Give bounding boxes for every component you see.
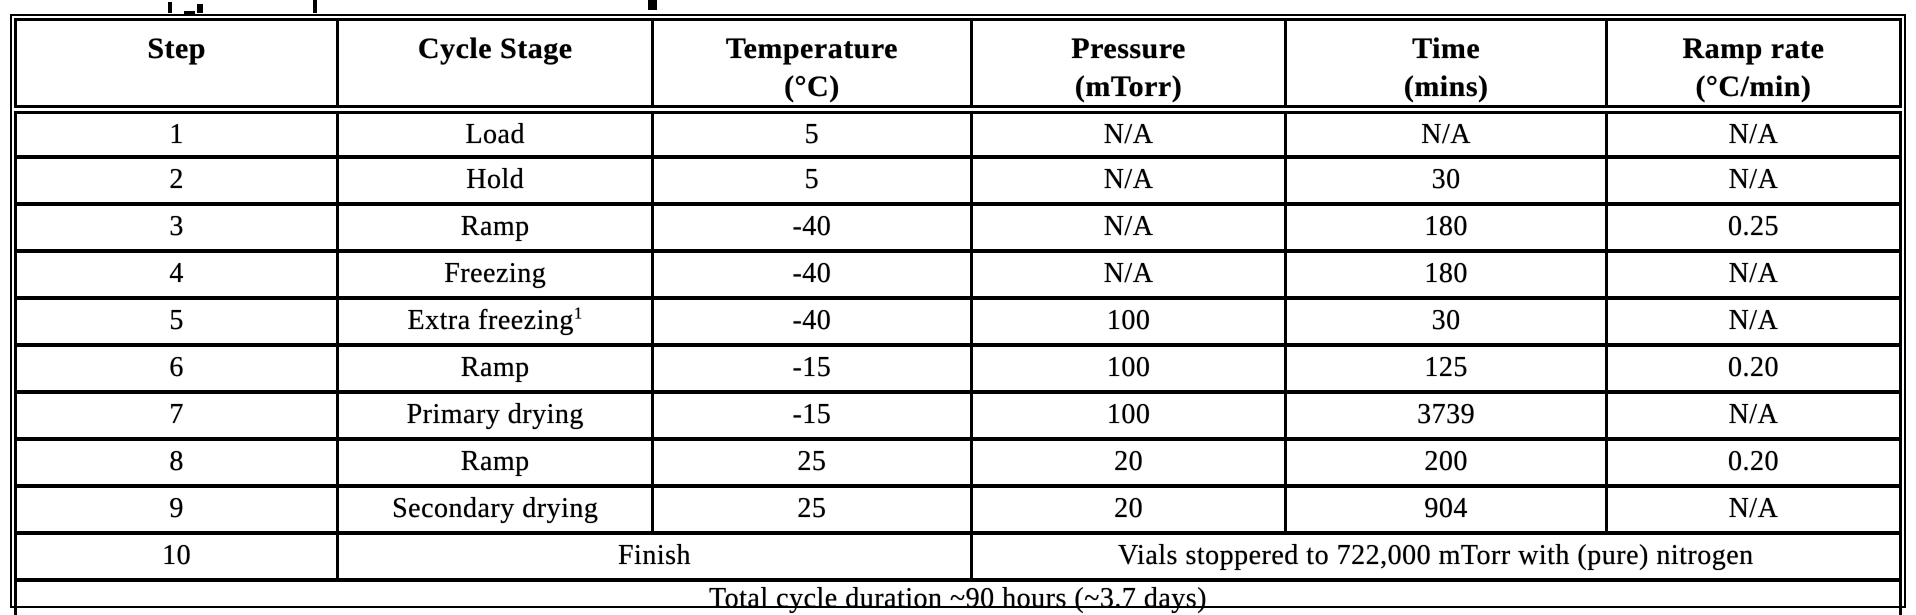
header-title: Ramp rate [1682,32,1825,65]
cell-pressure: N/A [969,107,1288,159]
table-row: 4 Freezing -40 N/A 180 N/A [13,248,1903,300]
cell-step: 10 [13,530,340,582]
cell-time: 200 [1284,436,1608,488]
cell-step: 8 [13,436,340,488]
cell-ramp-rate: 0.20 [1604,436,1903,488]
cell-time: 125 [1284,342,1608,394]
column-header-time: Time (mins) [1284,18,1608,114]
cell-stage: Ramp [336,436,655,488]
scan-artifact [184,11,195,14]
cell-stage: Hold [336,154,655,206]
cell-temperature: 25 [651,436,973,488]
column-header-cycle-stage: Cycle Stage [336,18,655,114]
header-title: Pressure [1071,32,1186,65]
cell-pressure: N/A [969,201,1288,253]
cell-time: N/A [1284,107,1608,159]
table-row: 8 Ramp 25 20 200 0.20 [13,436,1903,488]
column-header-pressure: Pressure (mTorr) [969,18,1288,114]
cell-temperature: -40 [651,248,973,300]
cell-time: 180 [1284,201,1608,253]
cycle-table-border: Step Cycle Stage Temperature (°C) Pressu… [10,14,1906,615]
header-unit: (mTorr) [1074,69,1183,103]
cell-stage: Ramp [336,342,655,394]
cell-step: 3 [13,201,340,253]
header-title: Temperature [725,32,898,65]
footnote-marker: 1 [573,303,583,323]
table-row: 6 Ramp -15 100 125 0.20 [13,342,1903,394]
cell-temperature: 25 [651,483,973,535]
cell-temperature: 5 [651,107,973,159]
cell-step: 5 [13,295,340,347]
cell-finish-note: Vials stoppered to 722,000 mTorr with (p… [969,530,1903,582]
cell-time: 180 [1284,248,1608,300]
cell-temperature: -15 [651,342,973,394]
cell-ramp-rate: N/A [1604,154,1903,206]
cell-pressure: 20 [969,483,1288,535]
cell-pressure: 100 [969,342,1288,394]
table-row: 5 Extra freezing1 -40 100 30 N/A [13,295,1903,347]
table-row: 2 Hold 5 N/A 30 N/A [13,154,1903,206]
cell-stage: Secondary drying [336,483,655,535]
cell-pressure: 100 [969,389,1288,441]
cell-stage: Primary drying [336,389,655,441]
stage-text: Extra freezing [407,305,574,337]
cell-time: 3739 [1284,389,1608,441]
cell-pressure: N/A [969,154,1288,206]
cell-time: 30 [1284,154,1608,206]
cell-time: 904 [1284,483,1608,535]
table-row: 3 Ramp -40 N/A 180 0.25 [13,201,1903,253]
cell-pressure: 20 [969,436,1288,488]
table-row: 9 Secondary drying 25 20 904 N/A [13,483,1903,535]
cell-finish-stage: Finish [336,530,973,582]
header-row: Step Cycle Stage Temperature (°C) Pressu… [13,18,1903,114]
cell-ramp-rate: N/A [1604,483,1903,535]
cell-ramp-rate: N/A [1604,248,1903,300]
scan-artifact [168,2,172,13]
cell-step: 4 [13,248,340,300]
cell-pressure: N/A [969,248,1288,300]
cell-time: 30 [1284,295,1608,347]
cell-temperature: -40 [651,295,973,347]
column-header-ramp-rate: Ramp rate (°C/min) [1604,18,1903,114]
header-unit: (°C/min) [1695,69,1812,103]
column-header-step: Step [13,18,340,114]
header-unit: (°C) [784,69,840,103]
cell-step: 6 [13,342,340,394]
cell-ramp-rate: N/A [1604,107,1903,159]
cell-ramp-rate: N/A [1604,295,1903,347]
cell-total-duration: Total cycle duration ~90 hours (~3.7 day… [14,577,1902,615]
finish-row: 10 Finish Vials stoppered to 722,000 mTo… [13,530,1903,582]
cell-step: 9 [13,483,340,535]
table-row: 1 Load 5 N/A N/A N/A [13,107,1903,159]
cell-ramp-rate: 0.20 [1604,342,1903,394]
column-header-temperature: Temperature (°C) [651,18,973,114]
scan-artifact [648,0,657,10]
cell-ramp-rate: N/A [1604,389,1903,441]
cell-stage: Freezing [336,248,655,300]
scan-artifact [197,4,203,13]
cell-step: 1 [13,107,340,159]
cell-temperature: -40 [651,201,973,253]
cell-stage: Load [336,107,655,159]
lyophilization-cycle-table: Step Cycle Stage Temperature (°C) Pressu… [13,18,1903,615]
cell-temperature: -15 [651,389,973,441]
table-row: 7 Primary drying -15 100 3739 N/A [13,389,1903,441]
cell-step: 7 [13,389,340,441]
cell-step: 2 [13,154,340,206]
header-title: Cycle Stage [417,32,573,65]
header-title: Step [147,32,206,65]
cell-stage: Extra freezing1 [336,295,655,347]
scan-artifact [313,0,317,13]
cell-pressure: 100 [969,295,1288,347]
total-duration-row: Total cycle duration ~90 hours (~3.7 day… [14,577,1902,615]
cell-ramp-rate: 0.25 [1604,201,1903,253]
header-unit: (mins) [1403,69,1489,103]
header-title: Time [1412,32,1481,65]
cell-temperature: 5 [651,154,973,206]
cell-stage: Ramp [336,201,655,253]
